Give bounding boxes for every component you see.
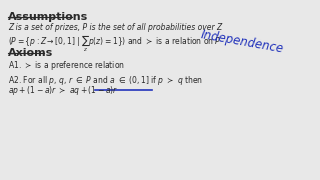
Text: Assumptions: Assumptions [8, 12, 88, 22]
Text: Z is a set of prizes, P is the set of all probabilities over Z: Z is a set of prizes, P is the set of al… [8, 23, 222, 32]
Text: A1. $\succ$ is a preference relation: A1. $\succ$ is a preference relation [8, 59, 125, 72]
Text: $ap + (1-a)r$ $\succ$ $aq + (1-a)r$: $ap + (1-a)r$ $\succ$ $aq + (1-a)r$ [8, 84, 118, 97]
Text: Axioms: Axioms [8, 48, 53, 58]
Text: A2. For all $p$, $q$, $r$ $\in$ $P$ and $a$ $\in$ $(0, 1]$ if $p$ $\succ$ $q$ th: A2. For all $p$, $q$, $r$ $\in$ $P$ and … [8, 74, 203, 87]
Text: Independence: Independence [200, 28, 285, 56]
Text: $(P = \{p : Z \rightarrow [0,1]\; |\; \sum_z p(z) = 1\})$ and $\succ$ is a relat: $(P = \{p : Z \rightarrow [0,1]\; |\; \s… [8, 33, 221, 54]
